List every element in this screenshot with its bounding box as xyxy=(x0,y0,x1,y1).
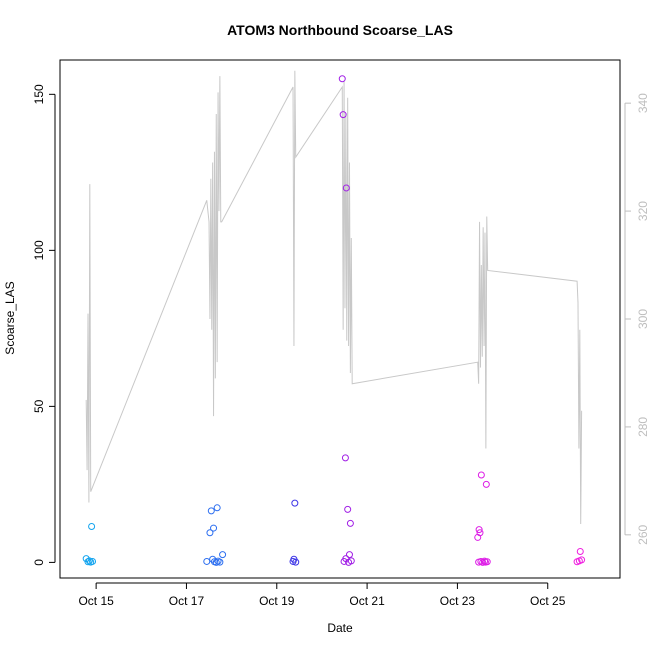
plot-border xyxy=(59,59,621,579)
y-tick-label: 100 xyxy=(32,240,46,260)
data-point xyxy=(483,558,491,566)
data-point xyxy=(475,526,483,534)
data-point xyxy=(578,556,586,564)
data-point xyxy=(476,529,484,537)
x-axis-label: Date xyxy=(327,621,353,635)
y-axis-label: Scoarse_LAS xyxy=(3,281,17,354)
y2-tick-label: 320 xyxy=(636,201,650,221)
data-point xyxy=(213,504,221,512)
data-point xyxy=(477,471,485,479)
data-point xyxy=(207,507,215,515)
y-axis: 0 50 100 150 xyxy=(32,84,56,566)
data-point xyxy=(339,111,347,119)
x-tick-label: Oct 21 xyxy=(349,594,385,608)
y2-axis: 260 280 300 320 340 xyxy=(624,93,650,545)
data-point xyxy=(481,557,489,565)
data-point xyxy=(89,557,97,565)
data-point xyxy=(576,547,584,555)
x-tick-label: Oct 15 xyxy=(78,594,114,608)
data-point xyxy=(342,184,350,192)
right-axis-series-line xyxy=(85,70,583,525)
data-point xyxy=(482,480,490,488)
data-point xyxy=(88,523,96,531)
x-axis: Oct 15 Oct 17 Oct 19 Oct 21 Oct 23 Oct 25 xyxy=(78,582,566,608)
x-tick-label: Oct 25 xyxy=(530,594,566,608)
data-point xyxy=(85,557,93,565)
chart-title: ATOM3 Northbound Scoarse_LAS xyxy=(227,22,453,38)
y2-tick-label: 280 xyxy=(636,417,650,437)
data-point xyxy=(291,499,299,507)
data-point xyxy=(479,558,487,566)
y2-tick-label: 340 xyxy=(636,93,650,113)
data-point xyxy=(338,75,346,83)
data-point xyxy=(203,557,211,565)
y2-tick-label: 260 xyxy=(636,525,650,545)
y-tick-label: 150 xyxy=(32,84,46,104)
data-point xyxy=(341,454,349,462)
data-point xyxy=(212,558,220,566)
x-tick-label: Oct 23 xyxy=(440,594,476,608)
series-line xyxy=(85,70,583,525)
data-point xyxy=(219,551,227,559)
y-tick-label: 0 xyxy=(32,559,46,566)
x-tick-label: Oct 17 xyxy=(169,594,205,608)
data-point xyxy=(210,524,218,532)
y-tick-label: 50 xyxy=(32,399,46,413)
y2-tick-label: 300 xyxy=(636,309,650,329)
data-point xyxy=(347,557,355,565)
data-point xyxy=(344,505,352,513)
data-point xyxy=(345,551,353,559)
x-tick-label: Oct 19 xyxy=(259,594,295,608)
plot-frame xyxy=(59,59,621,579)
data-point xyxy=(346,519,354,527)
data-point xyxy=(292,558,300,566)
data-point xyxy=(216,558,224,566)
series-points xyxy=(82,75,586,566)
data-point xyxy=(206,529,214,537)
data-point xyxy=(84,558,92,566)
